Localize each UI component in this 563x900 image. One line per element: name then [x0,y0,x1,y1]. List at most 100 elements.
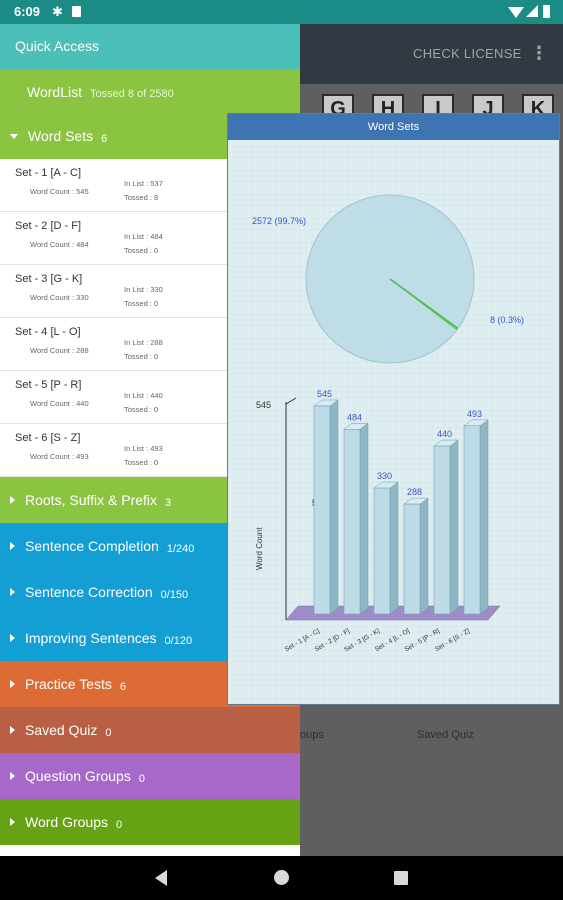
word-set-item[interactable]: Set - 2 [D - F] Word Count : 484 In List… [0,212,300,265]
y-axis [285,397,297,405]
bar [373,487,391,615]
group-count: 1/240 [166,543,195,555]
data-label: 493 [467,409,482,419]
group-header[interactable]: Word Groups 0 [0,799,300,845]
word-sets-popup: Word Sets 2572 (99.7%)8 (0.3%)5455378Wor… [227,113,560,705]
group-count: 3 [165,497,172,509]
group-label: Roots, Suffix & Prefix [25,492,158,508]
wordlist-label: WordList [27,84,82,100]
group-count: 0/150 [160,589,189,601]
settings-icon: ✱ [52,4,63,19]
set-name: Set - 4 [L - O] [15,326,81,338]
wordlist-item[interactable]: WordList Tossed 8 of 2580 [0,70,300,113]
expand-arrow-icon [10,726,15,734]
check-license-button[interactable]: CHECK LICENSE [413,46,522,61]
word-sets-chart: 2572 (99.7%)8 (0.3%)5455378Word Count545… [228,140,559,704]
expand-arrow-icon [10,772,15,780]
group-label: Sentence Completion [25,538,159,554]
set-word-count: Word Count : 484 [30,240,89,249]
data-label: 484 [347,412,362,422]
set-word-count: Word Count : 440 [30,399,89,408]
bar [449,439,459,615]
data-label: 288 [407,487,422,497]
pie-slice [389,278,458,331]
expand-arrow-icon [10,818,15,826]
y-tick-label: 545 [256,400,271,410]
set-name: Set - 6 [S - Z] [15,432,81,444]
set-in-list: In List : 330 [124,285,163,294]
quick-access-header[interactable]: Quick Access [0,24,300,70]
group-count: 0 [138,773,145,785]
bar [433,445,451,615]
bar [313,405,331,615]
set-tossed: Tossed : 0 [124,458,159,467]
sd-card-icon [72,6,81,17]
word-set-item[interactable]: Set - 4 [L - O] Word Count : 288 In List… [0,318,300,371]
set-word-count: Word Count : 288 [30,346,89,355]
bar [463,425,481,615]
bar [359,422,369,615]
bar [479,419,489,615]
set-name: Set - 3 [G - K] [15,273,83,285]
group-count: 0/120 [164,635,193,647]
expand-arrow-icon [10,496,15,504]
data-label: 440 [437,429,452,439]
expand-arrow-icon [10,133,18,139]
group-count: 0 [116,819,123,831]
pie-label: 8 (0.3%) [490,315,524,325]
group-count: 6 [119,681,127,693]
groups-label: oups [300,729,324,741]
battery-icon [543,5,550,18]
set-in-list: In List : 440 [124,391,163,400]
set-in-list: In List : 537 [124,179,163,188]
recents-icon[interactable] [394,871,408,885]
y-axis-label: Word Count [255,527,264,570]
set-name: Set - 5 [P - R] [15,379,82,391]
bar [389,481,399,615]
expand-arrow-icon [10,588,15,596]
word-set-item[interactable]: Set - 1 [A - C] Word Count : 545 In List… [0,159,300,212]
set-word-count: Word Count : 545 [30,187,89,196]
bar [403,503,421,615]
set-tossed: Tossed : 0 [124,246,159,255]
expand-arrow-icon [10,542,15,550]
set-word-count: Word Count : 330 [30,293,89,302]
data-label: 545 [317,389,332,399]
app-bar: CHECK LICENSE ⋮ [300,24,563,84]
signal-icon [526,5,538,17]
set-in-list: In List : 484 [124,232,163,241]
group-label: Saved Quiz [25,722,98,738]
group-header[interactable]: Saved Quiz 0 [0,707,300,753]
set-tossed: Tossed : 8 [124,193,159,202]
word-set-item[interactable]: Set - 3 [G - K] Word Count : 330 In List… [0,265,300,318]
group-header[interactable]: Question Groups 0 [0,753,300,799]
back-icon[interactable] [155,870,167,886]
bar [419,497,429,615]
popup-title: Word Sets [228,114,559,140]
word-sets-list: Set - 1 [A - C] Word Count : 545 In List… [0,159,300,477]
group-label: Sentence Correction [25,584,153,600]
bar [329,399,339,615]
group-label: Question Groups [25,768,131,784]
home-icon[interactable] [274,870,289,885]
set-word-count: Word Count : 493 [30,452,89,461]
set-name: Set - 1 [A - C] [15,167,82,179]
bar [343,429,361,615]
group-count: 6 [101,133,108,145]
group-count: 0 [105,727,112,739]
expand-arrow-icon [10,680,15,688]
word-set-item[interactable]: Set - 5 [P - R] Word Count : 440 In List… [0,371,300,424]
data-label: 330 [377,471,392,481]
set-in-list: In List : 288 [124,338,163,347]
wordlist-tossed: Tossed 8 of 2580 [89,88,174,100]
set-name: Set - 2 [D - F] [15,220,82,232]
word-set-item[interactable]: Set - 6 [S - Z] Word Count : 493 In List… [0,424,300,477]
overflow-menu-icon[interactable]: ⋮ [530,43,548,63]
clock: 6:09 [14,4,41,19]
set-tossed: Tossed : 0 [124,352,159,361]
wifi-icon [508,7,524,18]
pie-label: 2572 (99.7%) [252,216,306,226]
set-in-list: In List : 493 [124,444,163,453]
group-label: Word Groups [25,814,108,830]
status-bar: 6:09 ✱ [0,0,563,24]
